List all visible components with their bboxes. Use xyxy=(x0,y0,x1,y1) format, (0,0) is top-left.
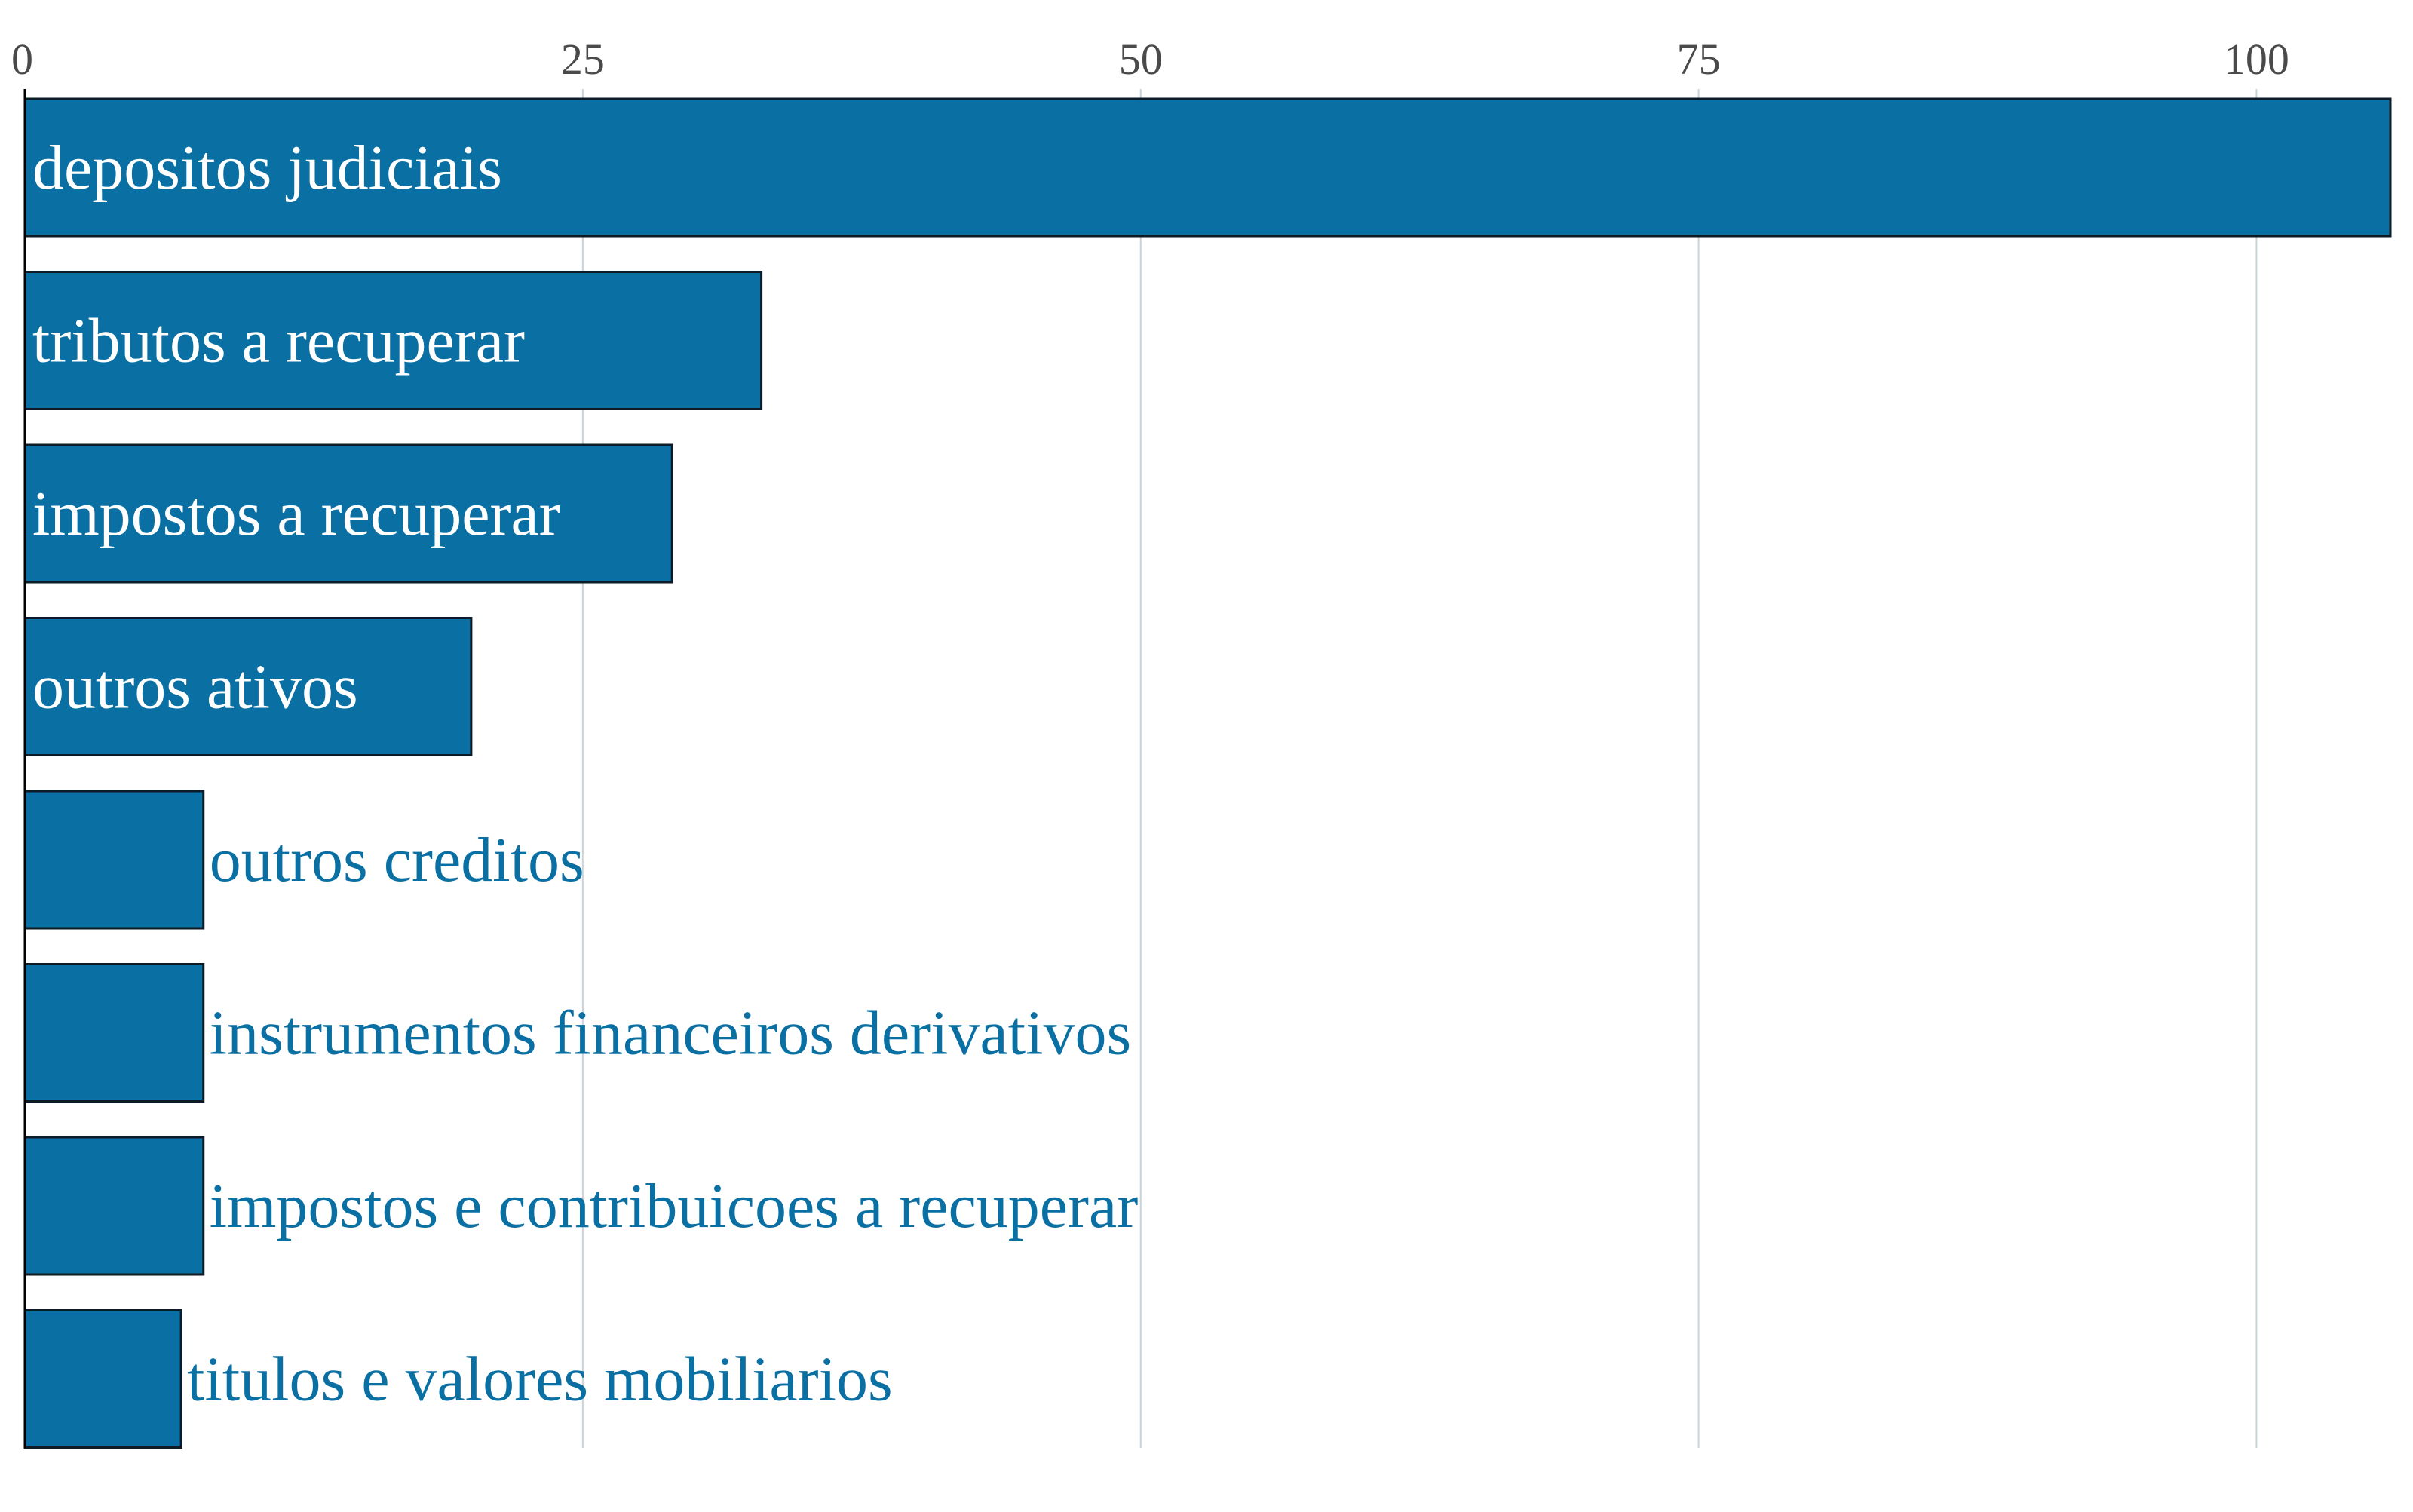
bar-label-4: outros creditos xyxy=(210,825,584,895)
x-tick-label-0: 0 xyxy=(11,35,33,84)
bar-label-3: outros ativos xyxy=(32,652,358,722)
x-tick-label-75: 75 xyxy=(1677,35,1721,84)
bar-label-5: instrumentos financeiros derivativos xyxy=(210,998,1131,1069)
bars xyxy=(23,97,2392,1449)
bar-7 xyxy=(23,1309,182,1449)
bar-4 xyxy=(23,790,205,930)
x-axis-ticks: 0 25 50 75 100 xyxy=(11,35,2289,84)
bar-label-0: depositos judiciais xyxy=(32,133,502,203)
bar-label-7: titulos e valores mobiliarios xyxy=(187,1345,893,1415)
gridlines xyxy=(581,89,2258,1448)
bar-3 xyxy=(23,617,473,756)
bar-0 xyxy=(23,97,2392,238)
bar-label-2: impostos a recuperar xyxy=(32,479,560,549)
bar-label-6: impostos e contribuicoes a recuperar xyxy=(210,1171,1139,1241)
bar-label-1: tributos a recuperar xyxy=(32,306,525,376)
bar-2 xyxy=(23,443,673,584)
bar-1 xyxy=(23,271,763,410)
bar-labels: depositos judiciais tributos a recuperar i… xyxy=(32,133,1138,1415)
x-tick-label-100: 100 xyxy=(2224,35,2289,84)
bar-5 xyxy=(23,963,205,1103)
x-tick-label-25: 25 xyxy=(561,35,605,84)
bar-6 xyxy=(23,1136,205,1276)
x-tick-label-50: 50 xyxy=(1119,35,1163,84)
